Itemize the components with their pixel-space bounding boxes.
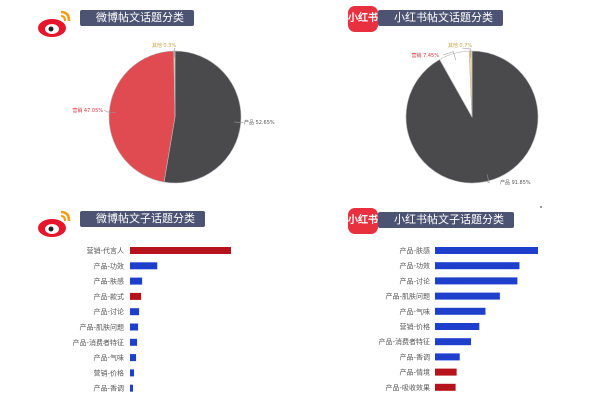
pie-slice-0: [163, 50, 242, 184]
weibo-logo-icon: [38, 210, 71, 237]
bar-category-label: 营销-价格: [399, 322, 430, 331]
weibo-logo-icon: [38, 10, 71, 37]
bar-category-label: 产品-气味: [93, 353, 124, 362]
bar-category-label: 产品-香调: [399, 352, 430, 361]
bar: [130, 262, 158, 270]
pie-label-0: 产品 52.65%: [244, 119, 275, 126]
bar-category-label: 产品-气味: [399, 307, 430, 316]
bar-category-label: 产品-功效: [399, 261, 430, 270]
bar-category-label: 产品-功效: [93, 261, 124, 270]
xhs-bar-title: 小红书帖文子话题分类: [378, 212, 514, 228]
bar-category-label: 产品-情境: [399, 368, 430, 377]
pie-label-2: 其他 0.7%: [448, 42, 473, 49]
bar: [130, 277, 143, 285]
weibo-pie-chart: 产品 52.65% 营销 47.05% 其他 0.3%: [72, 42, 275, 184]
xhs-pie-title: 小红书帖文话题分类: [378, 10, 503, 26]
xhs-pie-chart: 产品 91.85% 营销 7.45% 其他 0.7%: [405, 42, 539, 186]
bar: [130, 338, 138, 346]
bar: [130, 354, 137, 362]
xhs-logo-icon: 小红书: [348, 6, 378, 32]
weibo-bar-chart: 营销-代言人产品-功效产品-肤感产品-款式产品-讨论产品-肌肤问题产品-消费者特…: [72, 246, 231, 393]
bar-category-label: 营销-价格: [93, 368, 124, 377]
pie-leader-2: [461, 47, 471, 58]
bar-category-label: 产品-吸收效果: [385, 383, 430, 392]
weibo-pie-title: 微博帖文话题分类: [80, 10, 194, 26]
bar: [130, 323, 139, 331]
bar-category-label: 产品-消费者特征: [72, 338, 124, 347]
weibo-bar-panel: 微博帖文子话题分类 营销-代言人产品-功效产品-肤感产品-款式产品-讨论产品-肌…: [0, 202, 300, 409]
pie-leader-0: [234, 121, 244, 123]
bar: [130, 292, 142, 300]
bar: [435, 292, 500, 300]
xhs-logo-icon: 小红书: [348, 208, 378, 234]
bar-category-label: 产品-香调: [93, 384, 124, 393]
weibo-bar-title: 微博帖文子话题分类: [80, 211, 205, 227]
xhs-bar-chart: 产品-肤感产品-功效产品-讨论产品-肌肤问题产品-气味营销-价格产品-消费者特征…: [378, 246, 538, 392]
bar-category-label: 产品-消费者特征: [378, 337, 430, 346]
bar: [435, 277, 518, 285]
bar: [435, 307, 486, 315]
bar: [435, 262, 520, 270]
pie-label-1: 营销 7.45%: [412, 52, 440, 59]
xhs-pie-panel: 小红书 小红书帖文话题分类 产品 91.85% 营销 7.45% 其他 0.7%: [300, 0, 600, 200]
bar-category-label: 产品-肤感: [399, 246, 430, 255]
bar-category-label: 产品-肌肤问题: [385, 292, 430, 301]
pie-label-0: 产品 91.85%: [500, 179, 531, 186]
bar: [435, 383, 456, 391]
pie-label-2: 其他 0.3%: [152, 42, 177, 49]
bar-category-label: 产品-款式: [93, 292, 124, 301]
pie-leader-1: [442, 51, 456, 60]
pie-leader-0: [485, 174, 490, 184]
pie-leader-1: [103, 109, 116, 113]
bar: [435, 247, 538, 254]
bar: [130, 369, 135, 377]
weibo-pie-panel: 微博帖文话题分类 产品 52.65% 营销 47.05% 其他 0.3%: [0, 0, 300, 200]
bar: [435, 353, 460, 361]
bar: [130, 384, 134, 392]
bar: [435, 338, 472, 346]
bar: [130, 308, 140, 316]
bar: [435, 323, 480, 330]
bar: [130, 247, 231, 254]
pie-label-1: 营销 47.05%: [72, 107, 103, 114]
xhs-bar-panel: 小红书 小红书帖文子话题分类 产品-肤感 产品-功效 产品-讨论 产品-肌肤问题 产品-…: [300, 202, 600, 409]
pie-slice-1: [108, 50, 176, 183]
bar-category-label: 营销-代言人: [86, 246, 124, 255]
bar-category-label: 产品-肌肤问题: [79, 323, 124, 332]
bar-category-label: 产品-讨论: [93, 307, 124, 316]
pie-leader-2: [174, 47, 176, 58]
bar-category-label: 产品-讨论: [399, 276, 430, 285]
bar-category-label: 产品-肤感: [93, 277, 124, 286]
corner-mark: [540, 206, 542, 208]
bar: [435, 368, 457, 376]
